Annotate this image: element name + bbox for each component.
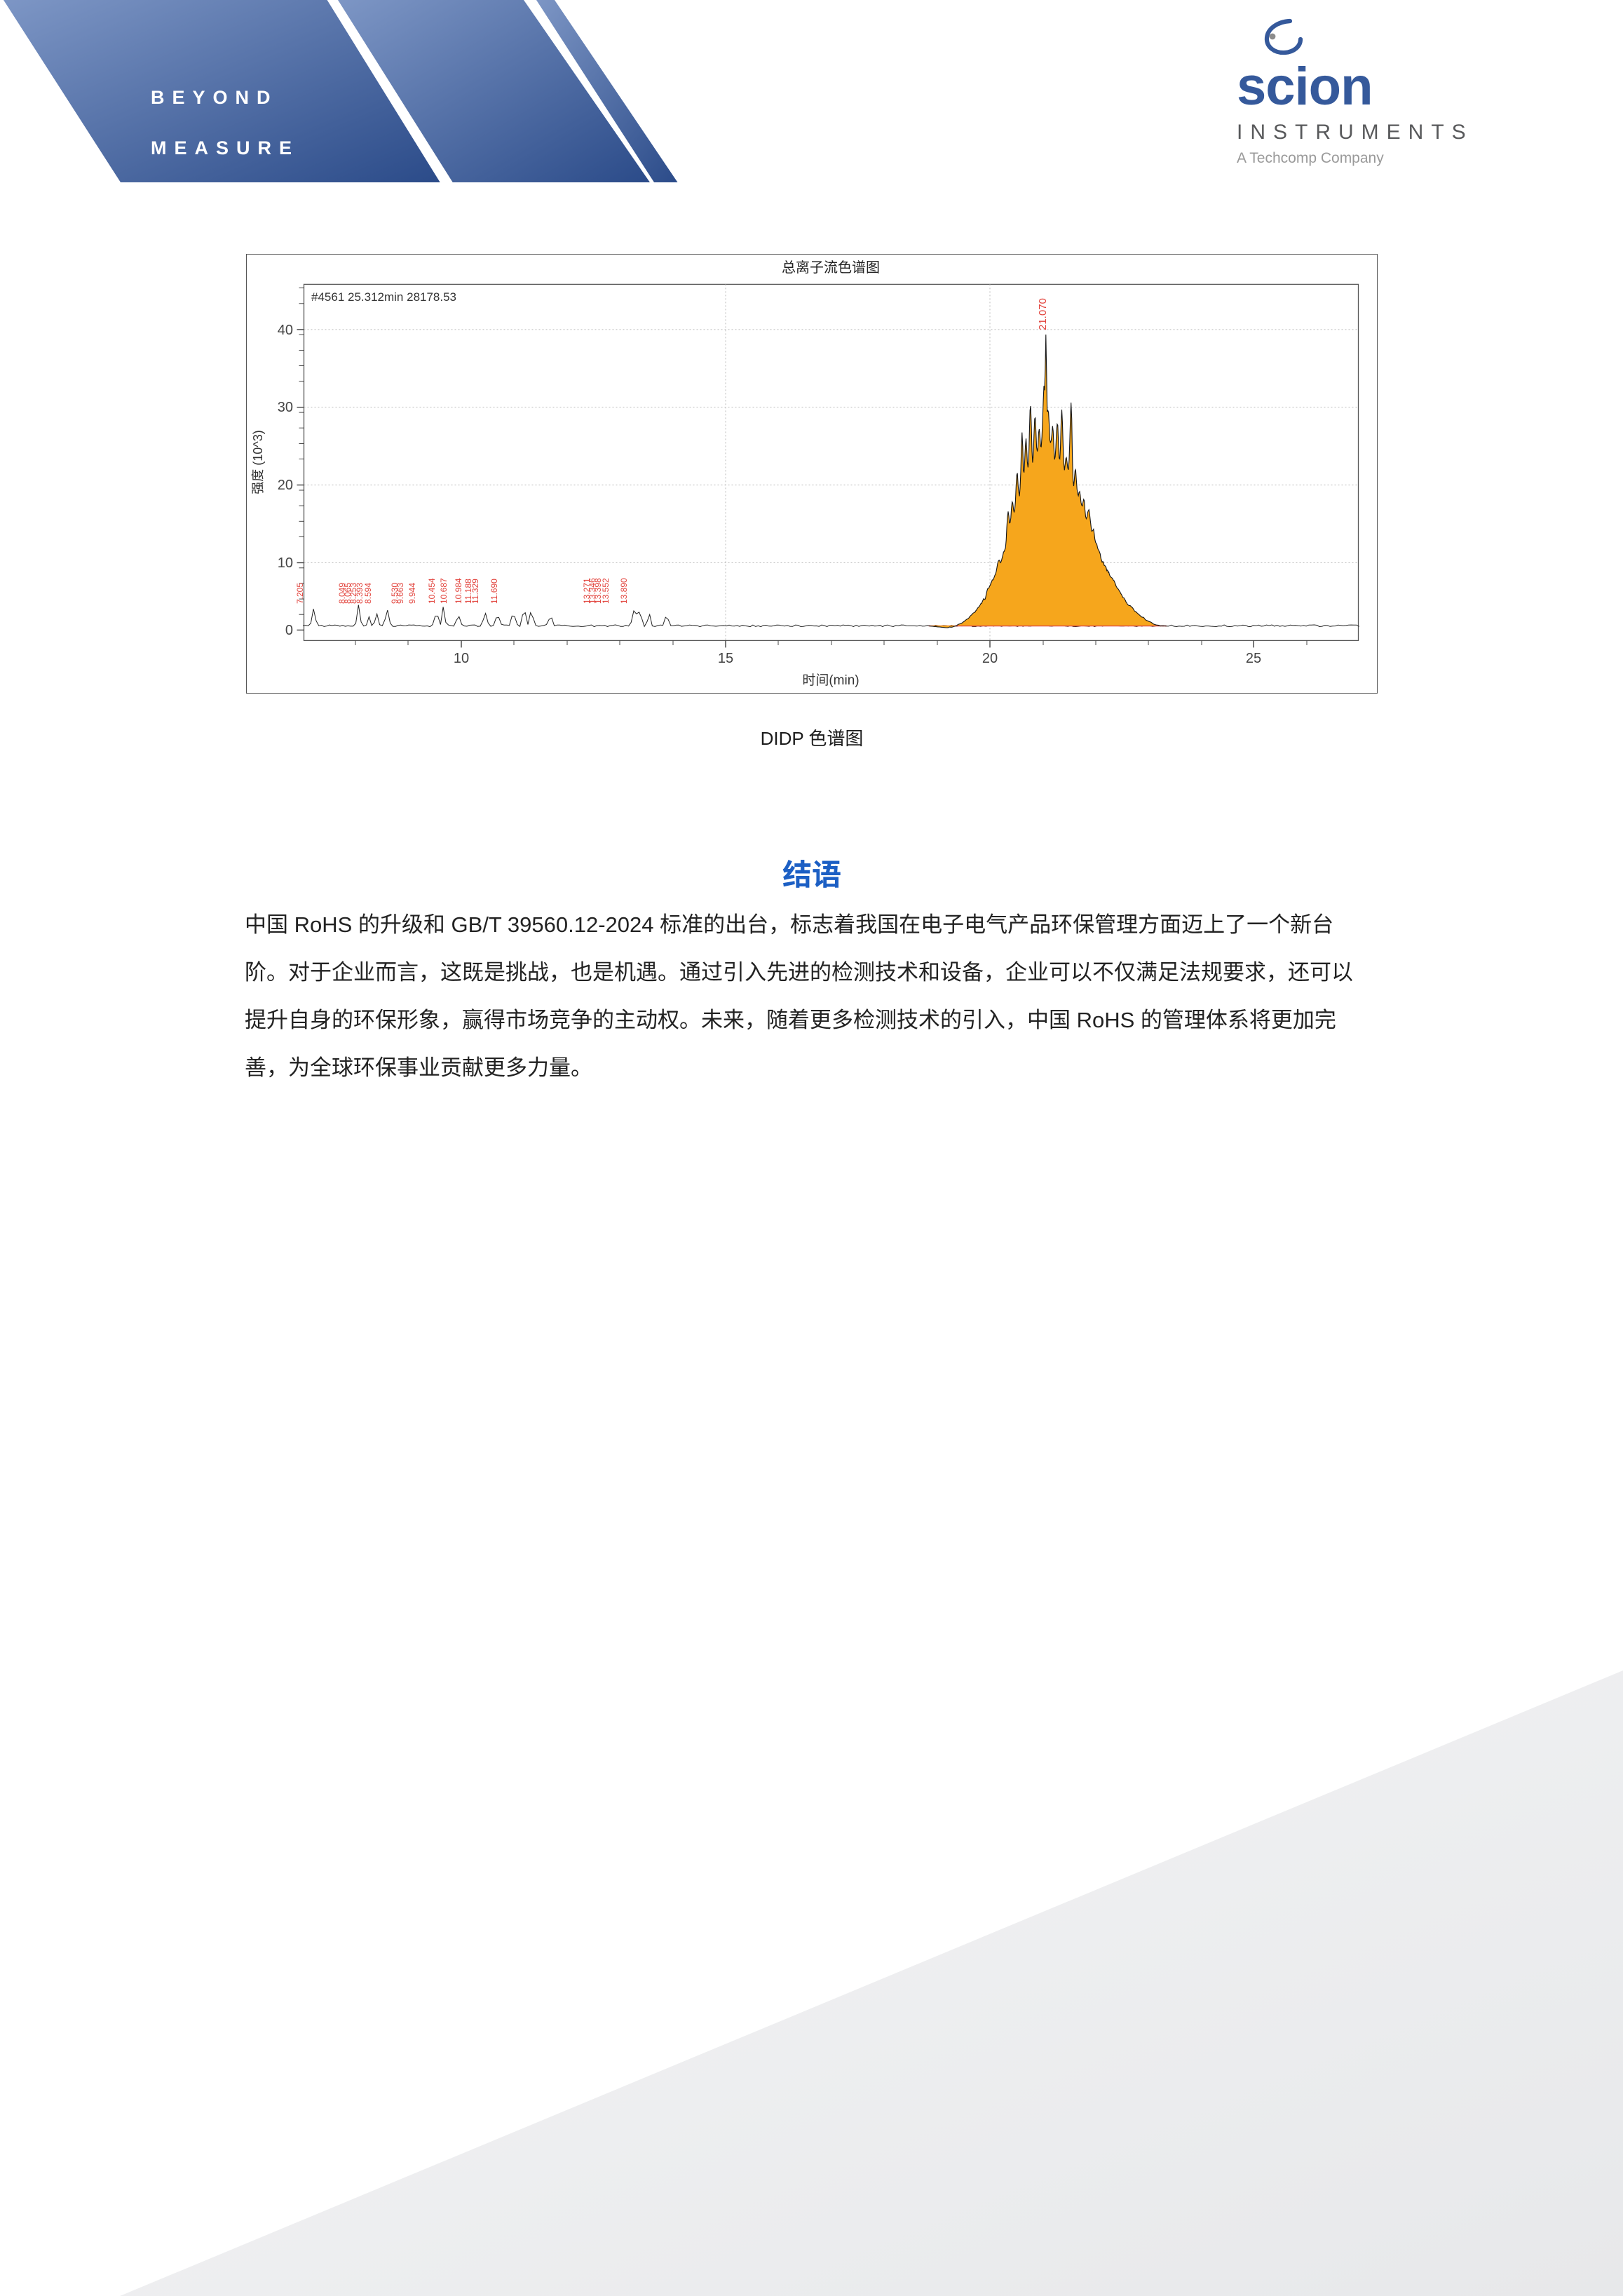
svg-text:25: 25 <box>1246 651 1261 666</box>
svg-text:8.594: 8.594 <box>363 583 373 604</box>
svg-text:10.687: 10.687 <box>439 578 449 604</box>
svg-text:11.329: 11.329 <box>470 579 480 604</box>
svg-text:7.205: 7.205 <box>295 583 305 604</box>
svg-text:20: 20 <box>982 651 998 666</box>
svg-text:强度 (10^3): 强度 (10^3) <box>251 430 265 494</box>
svg-text:0: 0 <box>285 623 293 638</box>
svg-text:9.944: 9.944 <box>407 583 417 604</box>
svg-text:时间(min): 时间(min) <box>802 673 859 688</box>
svg-text:13.552: 13.552 <box>601 578 611 604</box>
svg-text:9.663: 9.663 <box>395 583 405 604</box>
svg-text:#4561 25.312min 28178.53: #4561 25.312min 28178.53 <box>311 290 456 304</box>
svg-text:21.070: 21.070 <box>1037 298 1049 330</box>
svg-text:10: 10 <box>278 555 293 571</box>
svg-text:40: 40 <box>278 323 293 338</box>
svg-text:30: 30 <box>278 400 293 415</box>
svg-text:10.984: 10.984 <box>454 578 463 604</box>
svg-text:10.454: 10.454 <box>427 578 437 604</box>
svg-text:11.690: 11.690 <box>489 579 499 604</box>
svg-text:13.890: 13.890 <box>619 578 629 604</box>
svg-text:总离子流色谱图: 总离子流色谱图 <box>782 259 880 276</box>
svg-text:20: 20 <box>278 478 293 493</box>
svg-text:10: 10 <box>454 651 469 666</box>
svg-text:15: 15 <box>718 651 733 666</box>
